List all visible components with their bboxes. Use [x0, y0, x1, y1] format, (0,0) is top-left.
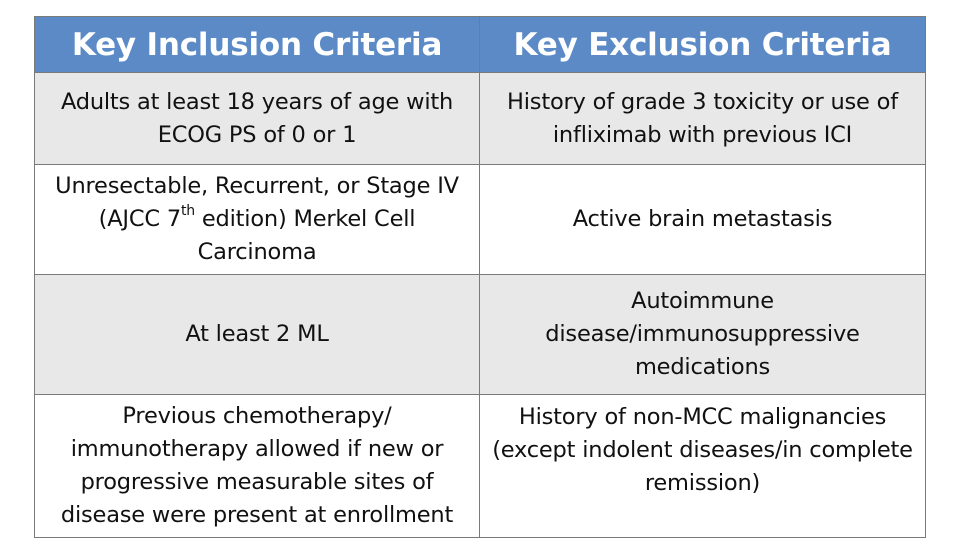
table-header-row: Key Inclusion Criteria Key Exclusion Cri… [34, 16, 926, 73]
exclusion-cell: Autoimmune disease/immunosuppressive med… [479, 274, 926, 395]
exclusion-cell: History of non-MCC malignancies (except … [479, 394, 926, 538]
inclusion-header: Key Inclusion Criteria [34, 16, 480, 73]
exclusion-header: Key Exclusion Criteria [479, 16, 926, 73]
inclusion-text-after: edition) Merkel Cell Carcinoma [194, 206, 416, 265]
inclusion-cell: At least 2 ML [34, 274, 480, 395]
table-row: Previous chemotherapy/ immunotherapy all… [34, 394, 926, 538]
inclusion-cell: Previous chemotherapy/ immunotherapy all… [34, 394, 480, 538]
table-row: Adults at least 18 years of age with ECO… [34, 72, 926, 165]
inclusion-cell: Unresectable, Recurrent, or Stage IV (AJ… [34, 164, 480, 275]
exclusion-cell: History of grade 3 toxicity or use of in… [479, 72, 926, 165]
criteria-table: Key Inclusion Criteria Key Exclusion Cri… [34, 16, 926, 538]
table-row: At least 2 ML Autoimmune disease/immunos… [34, 274, 926, 395]
table-row: Unresectable, Recurrent, or Stage IV (AJ… [34, 164, 926, 275]
inclusion-text-before: Unresectable, Recurrent, or Stage IV (AJ… [55, 173, 459, 232]
exclusion-cell: Active brain metastasis [479, 164, 926, 275]
inclusion-cell: Adults at least 18 years of age with ECO… [34, 72, 480, 165]
ordinal-superscript: th [180, 202, 195, 219]
